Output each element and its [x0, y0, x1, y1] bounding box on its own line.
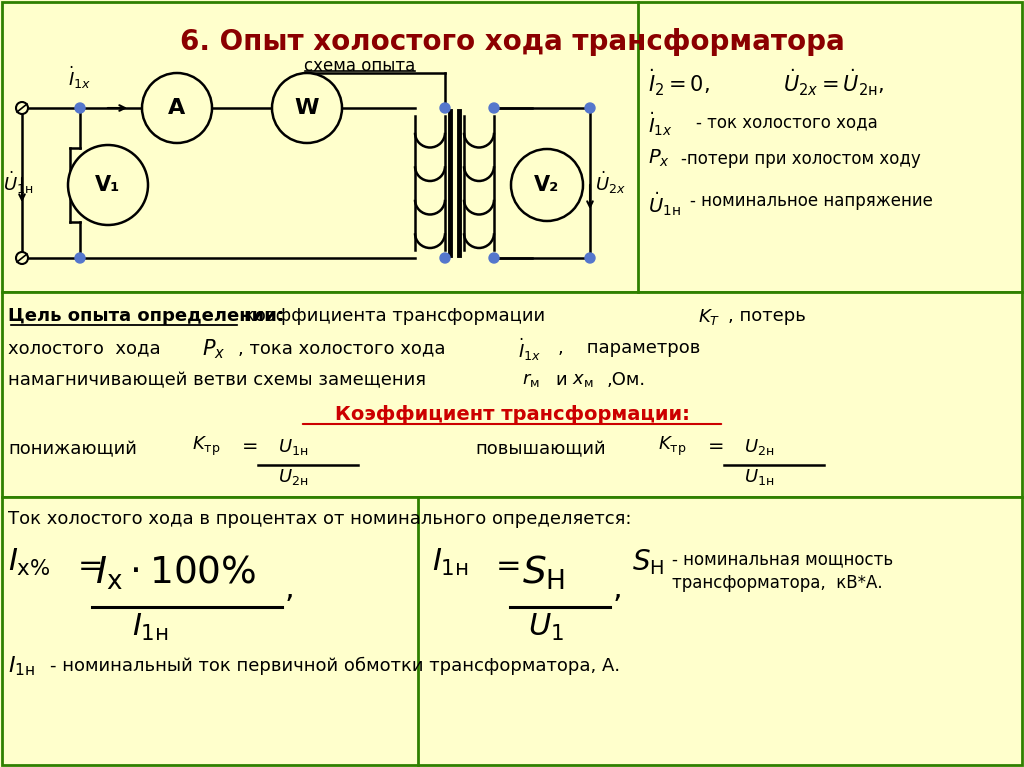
Bar [2, 2, 1022, 292]
Text: $U_{2\text{н}}$: $U_{2\text{н}}$ [744, 437, 774, 457]
Text: $K_T$: $K_T$ [698, 307, 720, 327]
Text: Коэффициент трансформации:: Коэффициент трансформации: [335, 405, 689, 424]
Text: $\dot{I}_{1x}$: $\dot{I}_{1x}$ [68, 65, 91, 91]
Text: V₂: V₂ [535, 175, 560, 195]
Text: схема опыта: схема опыта [304, 57, 416, 75]
Circle shape [68, 145, 148, 225]
Text: $I_\text{х} \cdot 100\%$: $I_\text{х} \cdot 100\%$ [95, 554, 256, 592]
Circle shape [16, 252, 28, 264]
Text: понижающий: понижающий [8, 440, 137, 458]
Text: $K_{\text{тр}}$: $K_{\text{тр}}$ [658, 435, 686, 458]
Text: $S_\text{Н}$: $S_\text{Н}$ [632, 547, 665, 577]
Text: $I_{1\text{н}}$: $I_{1\text{н}}$ [132, 612, 169, 643]
Text: $I_{\text{х}\%}$: $I_{\text{х}\%}$ [8, 547, 50, 578]
Circle shape [142, 73, 212, 143]
Circle shape [585, 103, 595, 113]
Text: - ток холостого хода: - ток холостого хода [696, 113, 878, 131]
Text: $=$: $=$ [705, 435, 724, 454]
Text: -потери при холостом ходу: -потери при холостом ходу [681, 150, 921, 168]
Text: V₁: V₁ [95, 175, 121, 195]
Text: $U_{1\text{н}}$: $U_{1\text{н}}$ [278, 437, 308, 457]
Circle shape [585, 253, 595, 263]
Text: - номинальная мощность: - номинальная мощность [672, 550, 893, 568]
Text: $\dot{I}_2 = 0,$: $\dot{I}_2 = 0,$ [648, 68, 710, 98]
Text: $r_\text{м}$: $r_\text{м}$ [522, 371, 540, 389]
Text: , потерь: , потерь [728, 307, 806, 325]
Circle shape [489, 103, 499, 113]
Text: холостого  хода: холостого хода [8, 339, 161, 357]
Text: $=$: $=$ [238, 435, 258, 454]
Circle shape [440, 103, 450, 113]
Text: $=$: $=$ [490, 550, 520, 579]
Text: A: A [168, 98, 185, 118]
Circle shape [440, 253, 450, 263]
Text: $I_{1\text{н}}$: $I_{1\text{н}}$ [432, 547, 469, 578]
Text: ,Ом.: ,Ом. [607, 371, 646, 389]
Bar [2, 497, 1022, 765]
Text: $U_{1\text{н}}$: $U_{1\text{н}}$ [744, 467, 774, 487]
Circle shape [489, 253, 499, 263]
Text: W: W [295, 98, 319, 118]
Circle shape [75, 103, 85, 113]
Text: - номинальный ток первичной обмотки трансформатора, А.: - номинальный ток первичной обмотки тран… [50, 657, 621, 675]
Text: намагничивающей ветви схемы замещения: намагничивающей ветви схемы замещения [8, 371, 426, 389]
Text: трансформатора,  кВ*А.: трансформатора, кВ*А. [672, 574, 883, 592]
Text: - номинальное напряжение: - номинальное напряжение [690, 192, 933, 210]
Text: $\dot{U}_{2x} = \dot{U}_{2\text{н}},$: $\dot{U}_{2x} = \dot{U}_{2\text{н}},$ [783, 68, 884, 98]
Text: ,    параметров: , параметров [558, 339, 700, 357]
Text: $I_{1\text{н}}$: $I_{1\text{н}}$ [8, 654, 35, 677]
Text: $\dot{I}_{1x}$: $\dot{I}_{1x}$ [648, 110, 673, 138]
Text: $x_\text{м}$: $x_\text{м}$ [572, 371, 594, 389]
Text: $\dot{U}_{2x}$: $\dot{U}_{2x}$ [595, 170, 626, 196]
Circle shape [16, 102, 28, 114]
Text: коэффициента трансформации: коэффициента трансформации [244, 307, 545, 325]
Text: $K_{\text{тр}}$: $K_{\text{тр}}$ [193, 435, 220, 458]
Text: $P_x$: $P_x$ [202, 337, 225, 360]
Circle shape [511, 149, 583, 221]
Text: $,$: $,$ [612, 574, 621, 603]
Circle shape [272, 73, 342, 143]
Text: $U_1$: $U_1$ [528, 612, 564, 643]
Text: и: и [555, 371, 566, 389]
Text: Цель опыта определении:: Цель опыта определении: [8, 307, 284, 325]
Text: $S_\text{Н}$: $S_\text{Н}$ [522, 554, 565, 592]
Text: $\dot{U}_{1\text{н}}$: $\dot{U}_{1\text{н}}$ [648, 190, 681, 218]
Text: $=$: $=$ [72, 550, 102, 579]
Text: $\dot{U}_{1\text{н}}$: $\dot{U}_{1\text{н}}$ [3, 170, 34, 196]
Text: Ток холостого хода в процентах от номинального определяется:: Ток холостого хода в процентах от номина… [8, 510, 632, 528]
Bar [2, 292, 1022, 497]
Text: 6. Опыт холостого хода трансформатора: 6. Опыт холостого хода трансформатора [179, 28, 845, 56]
Text: , тока холостого хода: , тока холостого хода [238, 339, 445, 357]
Text: повышающий: повышающий [475, 440, 605, 458]
Text: $P_x$: $P_x$ [648, 148, 670, 170]
Text: $U_{2\text{н}}$: $U_{2\text{н}}$ [278, 467, 308, 487]
Text: $\dot{I}_{1x}$: $\dot{I}_{1x}$ [518, 337, 541, 364]
Circle shape [75, 253, 85, 263]
Text: $,$: $,$ [284, 574, 293, 603]
